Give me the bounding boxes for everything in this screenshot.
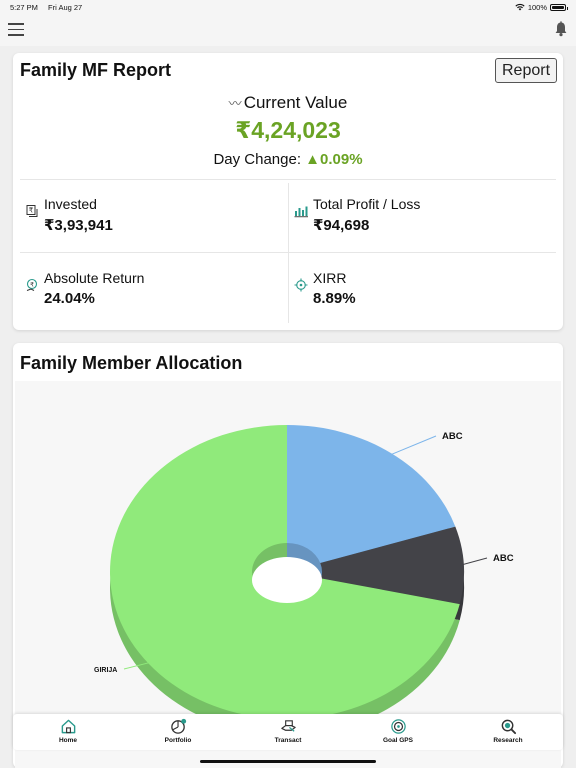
divider bbox=[20, 252, 556, 253]
nav-portfolio-label: Portfolio bbox=[164, 737, 192, 744]
portfolio-icon bbox=[170, 718, 186, 734]
current-value-label: Current Value bbox=[243, 93, 348, 112]
pie-leader-line bbox=[460, 557, 488, 566]
bar-chart-icon bbox=[294, 206, 308, 218]
allocation-chart: ABC ABC GIRIJA bbox=[15, 381, 561, 768]
family-member-allocation-card: Family Member Allocation ABC ABC GIRIJA bbox=[13, 343, 563, 768]
day-change-row: Day Change: ▲0.09% bbox=[13, 151, 563, 168]
absolute-return-value: 24.04% bbox=[44, 290, 95, 307]
report-button[interactable]: Report bbox=[495, 58, 557, 83]
nav-home-label: Home bbox=[58, 737, 78, 744]
research-icon bbox=[501, 719, 516, 735]
nav-goal-gps-label: Goal GPS bbox=[383, 737, 413, 744]
xirr-label: XIRR bbox=[313, 270, 347, 286]
pie-leader-line bbox=[123, 661, 152, 670]
svg-text:₹: ₹ bbox=[30, 281, 34, 288]
pie-slice-abc[interactable] bbox=[287, 425, 456, 564]
battery-icon bbox=[550, 3, 568, 11]
allocation-pie-chart: ABC ABC GIRIJA bbox=[94, 425, 514, 735]
nav-transact-label: Transact bbox=[274, 737, 302, 744]
status-bar: 5:27 PM Fri Aug 27 100% bbox=[0, 0, 576, 14]
transact-icon bbox=[280, 720, 296, 732]
return-icon: ₹ bbox=[26, 278, 38, 291]
svg-text:₹: ₹ bbox=[29, 207, 34, 215]
bell-icon[interactable] bbox=[554, 21, 568, 37]
hamburger-menu-icon[interactable] bbox=[8, 23, 24, 37]
day-change-value: ▲0.09% bbox=[305, 151, 363, 168]
allocation-title: Family Member Allocation bbox=[20, 353, 243, 373]
status-time: 5:27 PM bbox=[10, 2, 38, 12]
report-title: Family MF Report bbox=[20, 60, 172, 80]
goal-gps-icon bbox=[390, 719, 406, 734]
pie-label: ABC bbox=[442, 431, 463, 442]
invested-label: Invested bbox=[44, 196, 97, 212]
day-change-label: Day Change: bbox=[213, 151, 301, 168]
xirr-value: 8.89% bbox=[313, 290, 356, 307]
home-indicator bbox=[200, 760, 376, 763]
current-value: ₹4,24,023 bbox=[235, 117, 341, 143]
pie-slice-abc[interactable] bbox=[320, 526, 465, 605]
nav-goal-gps[interactable]: Goal GPS bbox=[343, 714, 453, 750]
status-right: 100% bbox=[515, 2, 568, 12]
pie-label: GIRIJA bbox=[94, 667, 117, 674]
pie-slice-girija[interactable] bbox=[109, 425, 460, 719]
status-left: 5:27 PM Fri Aug 27 bbox=[10, 3, 90, 12]
nav-transact[interactable]: Transact bbox=[233, 714, 343, 750]
pie-hole bbox=[252, 557, 322, 603]
divider bbox=[20, 179, 556, 180]
pie-label: ABC bbox=[493, 553, 514, 564]
current-value-row: 〰 Current Value bbox=[13, 93, 563, 113]
absolute-return-label: Absolute Return bbox=[44, 270, 145, 286]
divider bbox=[288, 183, 289, 323]
pie-leader-line bbox=[388, 435, 437, 456]
bottom-nav: Home Portfolio Transact Goal GPS Res bbox=[13, 714, 563, 750]
battery-percent: 100% bbox=[527, 2, 547, 12]
nav-portfolio[interactable]: Portfolio bbox=[123, 714, 233, 750]
profit-loss-value: ₹94,698 bbox=[313, 217, 370, 234]
family-mf-report-card: Family MF Report Report 〰 Current Value ₹… bbox=[13, 53, 563, 330]
nav-research[interactable]: Research bbox=[453, 714, 563, 750]
home-icon bbox=[61, 719, 75, 734]
invested-value: ₹3,93,941 bbox=[44, 217, 113, 234]
nav-research-label: Research bbox=[493, 737, 523, 744]
nav-home[interactable]: Home bbox=[13, 714, 123, 750]
top-bar bbox=[0, 14, 576, 46]
profit-loss-label: Total Profit / Loss bbox=[313, 196, 421, 212]
status-date: Fri Aug 27 bbox=[48, 2, 83, 12]
invested-icon: ₹ bbox=[26, 205, 38, 217]
target-icon bbox=[294, 278, 308, 292]
wifi-icon bbox=[515, 4, 525, 11]
trend-icon: 〰 bbox=[228, 96, 242, 111]
